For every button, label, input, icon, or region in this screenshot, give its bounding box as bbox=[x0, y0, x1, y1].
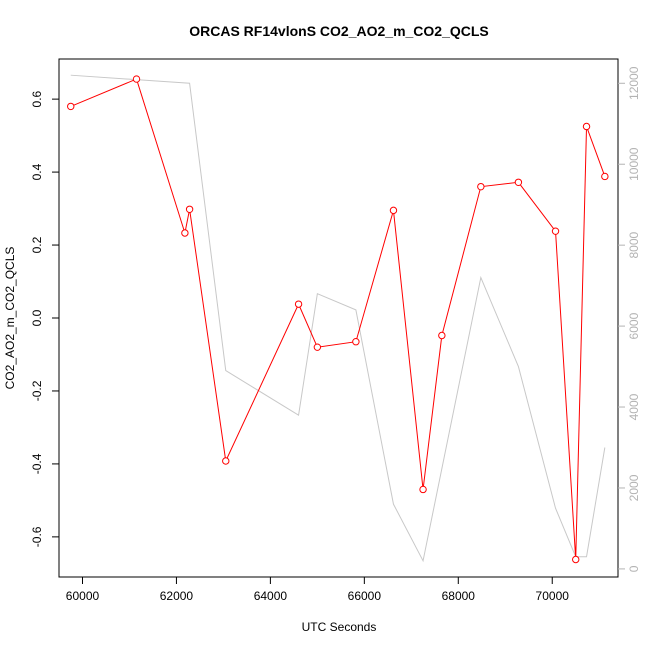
y2-tick-label: 0 bbox=[627, 565, 641, 572]
data-point bbox=[294, 300, 303, 308]
data-point bbox=[222, 457, 230, 465]
y-tick-label: -0.6 bbox=[30, 526, 44, 547]
data-point bbox=[601, 172, 609, 181]
x-tick-label: 68000 bbox=[442, 589, 476, 603]
left-axis: -0.6 -0.4 -0.2 0.0 0.2 0.4 0.6 bbox=[30, 90, 59, 547]
x-tick-label: 66000 bbox=[348, 589, 382, 603]
x-axis-label: UTC Seconds bbox=[302, 620, 377, 634]
y2-tick-label: 10000 bbox=[627, 147, 641, 181]
series-layer bbox=[67, 74, 609, 564]
data-point bbox=[477, 182, 485, 191]
y2-tick-label: 6000 bbox=[627, 312, 641, 339]
data-point bbox=[438, 331, 446, 340]
y-tick-label: 0.0 bbox=[30, 309, 44, 326]
data-point bbox=[419, 485, 427, 494]
data-point bbox=[551, 227, 560, 235]
x-tick-label: 70000 bbox=[536, 589, 570, 603]
y2-tick-label: 12000 bbox=[627, 66, 641, 100]
y-tick-label: -0.2 bbox=[30, 380, 44, 401]
plot-frame bbox=[58, 58, 619, 578]
data-point bbox=[313, 343, 322, 351]
data-point bbox=[132, 75, 141, 83]
x-tick-label: 62000 bbox=[160, 589, 194, 603]
y-axis-label: CO2_AO2_m_CO2_QCLS bbox=[3, 247, 17, 390]
y-tick-label: 0.6 bbox=[30, 90, 44, 107]
chart-title: ORCAS RF14vlonS CO2_AO2_m_CO2_QCLS bbox=[189, 23, 489, 39]
data-point bbox=[389, 206, 398, 215]
data-point bbox=[514, 178, 523, 186]
data-point bbox=[572, 555, 580, 564]
primary-series-line bbox=[70, 78, 606, 560]
y2-tick-label: 2000 bbox=[627, 474, 641, 501]
y2-tick-label: 4000 bbox=[627, 393, 641, 420]
bottom-axis: 60000 62000 64000 66000 68000 70000 bbox=[66, 577, 569, 603]
x-tick-label: 64000 bbox=[254, 589, 288, 603]
data-point bbox=[181, 229, 189, 237]
y-tick-label: 0.4 bbox=[30, 163, 44, 180]
data-point bbox=[582, 122, 591, 131]
x-tick-label: 60000 bbox=[66, 589, 100, 603]
data-point bbox=[185, 205, 194, 213]
secondary-series-line bbox=[70, 74, 606, 563]
data-point bbox=[67, 102, 75, 111]
y-tick-label: -0.4 bbox=[30, 453, 44, 474]
y-tick-label: 0.2 bbox=[30, 236, 44, 253]
right-axis: 0 2000 4000 6000 8000 10000 12000 bbox=[618, 66, 641, 572]
y2-tick-label: 8000 bbox=[627, 231, 641, 258]
data-point bbox=[352, 338, 360, 346]
